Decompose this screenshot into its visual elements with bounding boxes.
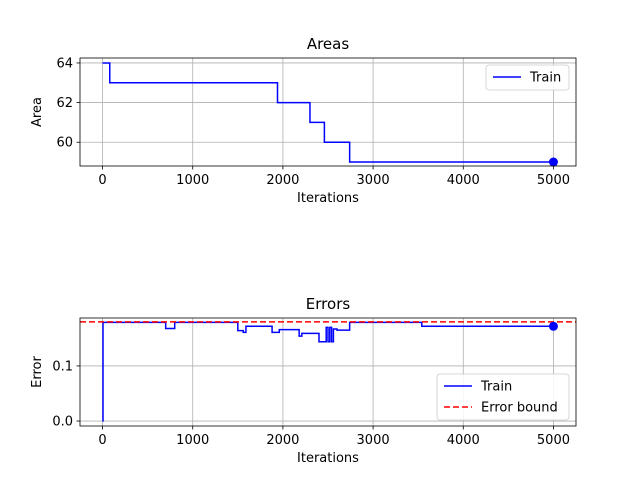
legend: Train Error bound bbox=[436, 373, 570, 421]
subplot-2: 0 1000 2000 3000 4000 5000 0.0 0.1 Errors Iterati… bbox=[30, 295, 577, 466]
x-tick-label: 0 bbox=[98, 433, 106, 448]
x-axis-label: Iterations bbox=[297, 451, 359, 466]
y-tick-label: 0.0 bbox=[52, 415, 73, 430]
x-tick-label: 5000 bbox=[537, 433, 570, 448]
x-tick-label: 1000 bbox=[176, 173, 209, 188]
y-axis-label: Area bbox=[30, 97, 45, 127]
y-tick-label: 60 bbox=[56, 136, 73, 151]
plot-area bbox=[102, 62, 554, 163]
x-tick-label: 3000 bbox=[357, 433, 390, 448]
series-train-line bbox=[102, 62, 554, 163]
final-point-marker bbox=[548, 157, 558, 167]
final-point-marker bbox=[548, 321, 558, 331]
y-tick-label: 64 bbox=[56, 56, 73, 71]
legend: Train bbox=[485, 64, 570, 91]
x-tick-label: 2000 bbox=[266, 433, 299, 448]
plot-area bbox=[80, 321, 576, 422]
x-tick-label: 4000 bbox=[447, 173, 480, 188]
legend-error-bound-label: Error bound bbox=[481, 401, 558, 416]
subplot-1: 0 1000 2000 3000 4000 5000 60 62 64 Areas Iteratio… bbox=[30, 35, 577, 206]
x-tick-label: 3000 bbox=[357, 173, 390, 188]
chart-title: Areas bbox=[307, 35, 350, 53]
x-axis-label: Iterations bbox=[297, 191, 359, 206]
x-tick-label: 4000 bbox=[447, 433, 480, 448]
y-tick-label: 0.1 bbox=[52, 359, 73, 374]
y-axis-label: Error bbox=[30, 356, 45, 388]
legend-box bbox=[485, 64, 570, 91]
axes-frame bbox=[79, 57, 577, 167]
legend-train-label: Train bbox=[529, 71, 561, 86]
chart-title: Errors bbox=[306, 295, 351, 313]
axes-frame bbox=[79, 317, 577, 427]
y-tick-label: 62 bbox=[56, 96, 73, 111]
x-tick-label: 5000 bbox=[537, 173, 570, 188]
legend-train-label: Train bbox=[480, 380, 512, 395]
x-tick-label: 0 bbox=[98, 173, 106, 188]
x-tick-label: 2000 bbox=[266, 173, 299, 188]
x-tick-label: 1000 bbox=[176, 433, 209, 448]
